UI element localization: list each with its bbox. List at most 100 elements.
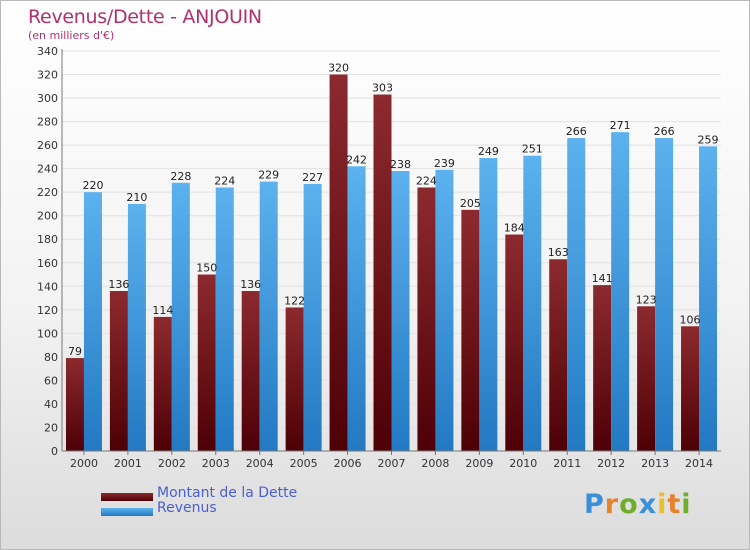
y-tick-label: 260: [37, 139, 58, 152]
data-label-revenus: 271: [610, 119, 631, 132]
data-label-debt: 150: [196, 262, 217, 275]
x-tick-label: 2007: [378, 457, 406, 470]
data-label-revenus: 266: [566, 125, 587, 138]
bar-revenus: [303, 183, 322, 452]
y-tick-label: 300: [37, 92, 58, 105]
y-tick-label: 0: [51, 445, 58, 458]
bar-debt: [65, 358, 84, 451]
data-label-debt: 303: [372, 82, 393, 95]
data-label-debt: 184: [504, 222, 525, 235]
logo-letter: i: [681, 489, 692, 520]
data-label-debt: 320: [328, 62, 349, 75]
data-label-revenus: 224: [214, 174, 235, 187]
bar-revenus: [215, 187, 234, 451]
bar-revenus: [435, 169, 454, 451]
bar-debt: [549, 259, 568, 451]
x-tick-label: 2000: [70, 457, 98, 470]
y-tick-label: 240: [37, 163, 58, 176]
bar-revenus: [567, 138, 586, 451]
bar-revenus: [127, 203, 146, 451]
logo-letter: t: [667, 489, 682, 520]
data-label-revenus: 239: [434, 157, 455, 170]
y-tick-label: 220: [37, 186, 58, 199]
x-tick-label: 2004: [246, 457, 274, 470]
bar-revenus: [655, 138, 674, 451]
x-tick-label: 2001: [114, 457, 142, 470]
y-tick-label: 280: [37, 116, 58, 129]
bar-revenus: [83, 192, 102, 452]
bar-debt: [197, 274, 216, 451]
bar-debt: [681, 326, 700, 451]
axes: 0 20 40 60 80 100 120 140 160 180 200 220 240 260 280 3…: [37, 45, 721, 470]
logo-letter: P: [584, 489, 605, 520]
bar-revenus: [523, 155, 542, 452]
logo-letter: x: [638, 489, 658, 520]
data-label-revenus: 220: [82, 179, 103, 192]
bar-revenus: [171, 182, 190, 451]
data-label-revenus: 210: [126, 191, 147, 204]
data-label-revenus: 228: [170, 170, 191, 183]
data-label-debt: 123: [636, 293, 657, 306]
y-tick-label: 180: [37, 233, 58, 246]
bar-revenus: [347, 166, 366, 451]
logo-letter: o: [619, 489, 639, 520]
y-tick-label: 160: [37, 257, 58, 270]
x-tick-label: 2008: [421, 457, 449, 470]
proxiti-logo: Proxiti: [584, 489, 692, 520]
bar-debt: [373, 94, 392, 451]
y-tick-label: 140: [37, 280, 58, 293]
data-label-debt: 114: [152, 304, 173, 317]
x-tick-label: 2002: [158, 457, 186, 470]
chart-subtitle: (en milliers d'€): [28, 29, 115, 42]
y-tick-label: 20: [44, 421, 58, 434]
x-tick-label: 2011: [553, 457, 581, 470]
y-tick-label: 80: [44, 351, 58, 364]
data-label-revenus: 259: [698, 133, 719, 146]
data-label-debt: 106: [680, 313, 701, 326]
x-tick-label: 2003: [202, 457, 230, 470]
bar-debt: [637, 306, 656, 451]
data-label-revenus: 251: [522, 143, 543, 156]
data-label-debt: 224: [416, 174, 437, 187]
bar-debt: [285, 307, 304, 451]
y-tick-label: 100: [37, 327, 58, 340]
x-tick-label: 2013: [641, 457, 669, 470]
logo-letter: r: [604, 489, 620, 520]
data-labels: 79 220 136 210 114 228 150 224 136 229 122 227 320 24…: [68, 62, 719, 359]
data-label-revenus: 266: [654, 125, 675, 138]
data-label-debt: 136: [240, 278, 261, 291]
data-label-debt: 141: [592, 272, 613, 285]
bar-debt: [329, 74, 348, 451]
bar-revenus: [259, 181, 278, 451]
data-label-debt: 163: [548, 246, 569, 259]
bar-debt: [241, 291, 260, 451]
bar-revenus: [699, 146, 718, 451]
data-label-revenus: 229: [258, 169, 279, 182]
data-label-revenus: 238: [390, 158, 411, 171]
data-label-revenus: 242: [346, 153, 367, 166]
x-tick-label: 2010: [509, 457, 537, 470]
legend-swatch-debt: [101, 493, 153, 501]
x-tick-label: 2014: [685, 457, 713, 470]
logo-letter: i: [657, 489, 668, 520]
data-label-debt: 122: [284, 294, 305, 307]
x-tick-label: 2009: [465, 457, 493, 470]
y-tick-label: 60: [44, 374, 58, 387]
x-tick-label: 2012: [597, 457, 625, 470]
legend-swatch-revenus: [101, 508, 153, 516]
data-label-debt: 205: [460, 197, 481, 210]
y-tick-label: 320: [37, 69, 58, 82]
data-label-revenus: 227: [302, 171, 323, 184]
bar-debt: [505, 234, 524, 451]
bar-debt: [593, 285, 612, 451]
legend-label-debt: Montant de la Dette: [157, 485, 298, 501]
bar-revenus: [391, 171, 410, 451]
data-label-debt: 136: [108, 278, 129, 291]
y-tick-label: 40: [44, 398, 58, 411]
bar-debt: [153, 316, 172, 451]
chart-title: Revenus/Dette - ANJOUIN: [28, 6, 262, 28]
y-tick-label: 200: [37, 210, 58, 223]
bar-revenus: [479, 158, 498, 451]
